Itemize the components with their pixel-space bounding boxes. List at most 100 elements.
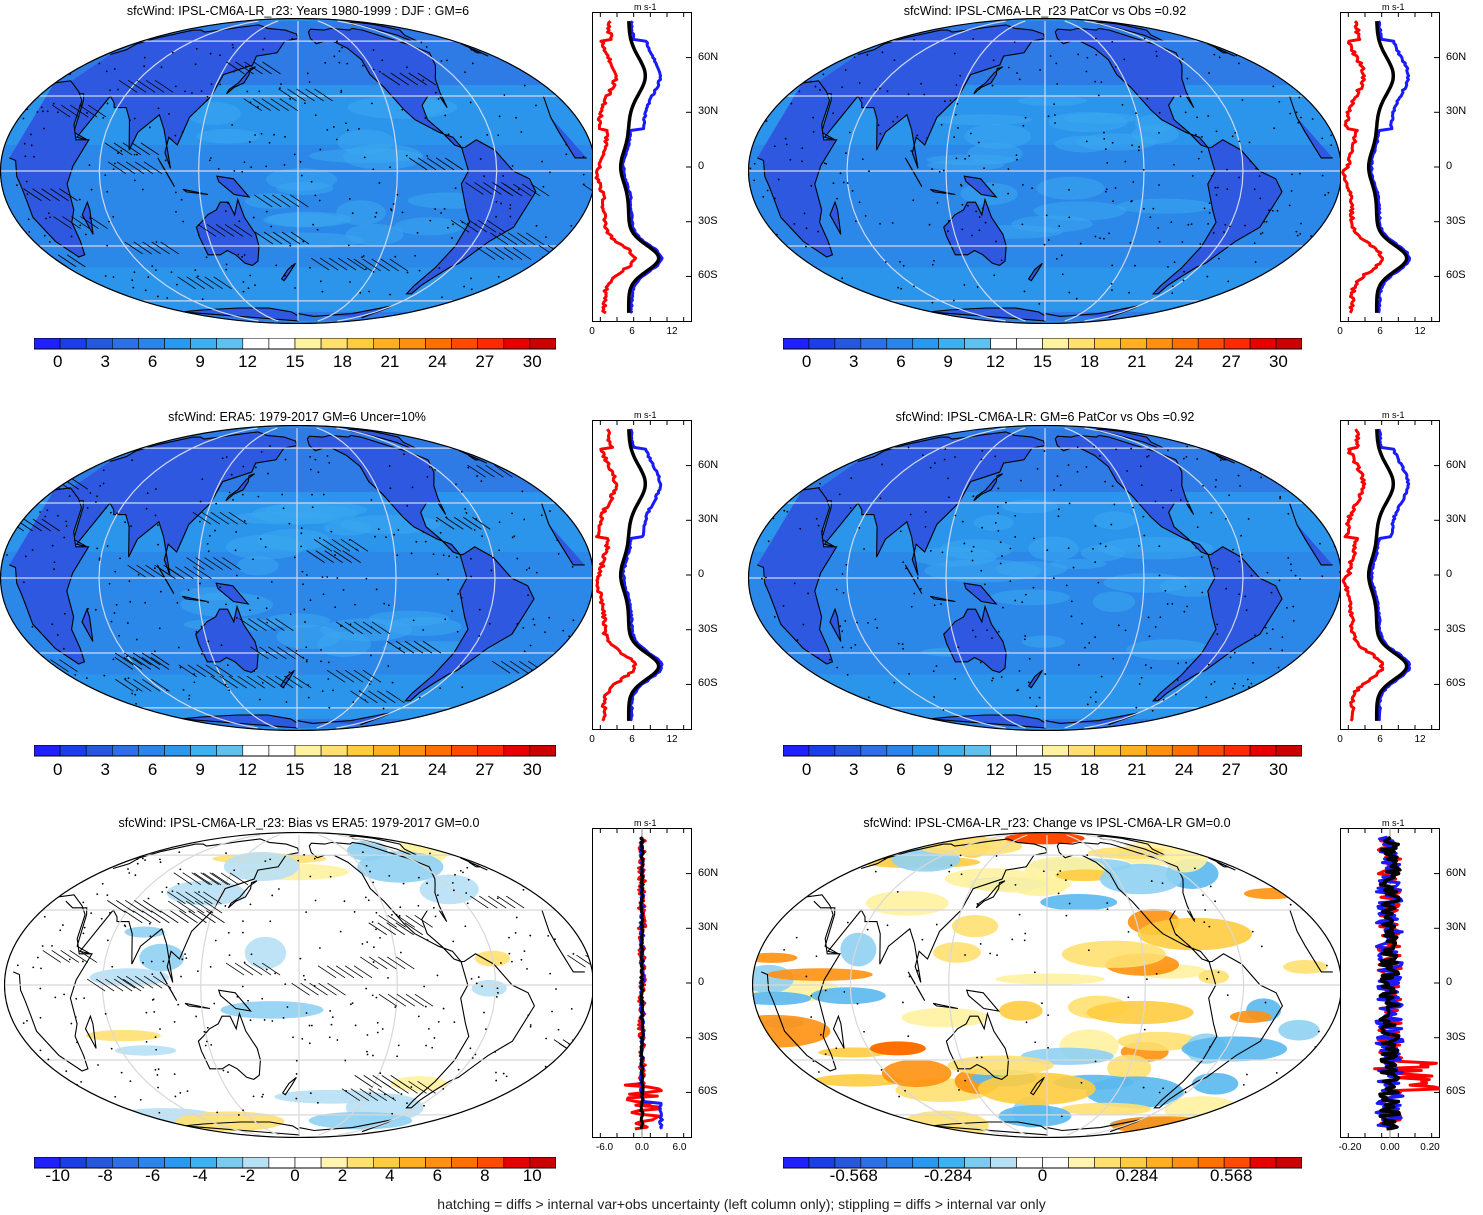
stipple-dot	[442, 554, 445, 557]
stipple-dot	[40, 667, 43, 669]
stipple-dot	[210, 1043, 213, 1046]
stipple-dot	[1053, 103, 1056, 106]
stipple-dot	[1024, 593, 1027, 596]
stipple-dot	[19, 67, 22, 69]
hatch-line	[567, 1043, 587, 1056]
stipple-dot	[1018, 670, 1021, 672]
stipple-dot	[254, 466, 257, 469]
stipple-dot	[935, 665, 938, 667]
hatch-line	[51, 104, 71, 118]
stipple-dot	[1186, 445, 1189, 448]
stipple-dot	[1212, 232, 1215, 234]
stipple-dot	[1097, 94, 1100, 97]
hatch-line	[145, 564, 164, 578]
stipple-dot	[6, 490, 8, 493]
coastline	[81, 607, 94, 642]
stipple-dot	[365, 577, 368, 580]
stipple-dot	[1251, 930, 1254, 933]
stipple-dot	[116, 512, 119, 515]
stipple-dot	[308, 1024, 311, 1027]
stipple-dot	[78, 1091, 81, 1094]
stipple-dot	[897, 286, 900, 289]
stipple-dot	[257, 105, 259, 108]
stipple-dot	[1327, 77, 1330, 80]
hatch-line	[220, 872, 240, 886]
stipple-dot	[336, 577, 339, 579]
stipple-dot	[102, 482, 105, 485]
map-plot	[0, 424, 595, 736]
stipple-dot	[1085, 70, 1088, 73]
hatch-line	[444, 157, 464, 171]
stipple-dot	[1256, 691, 1258, 694]
stipple-dot	[391, 913, 393, 916]
stipple-dot	[448, 555, 451, 558]
hatch-line	[209, 872, 228, 886]
stipple-dot	[156, 295, 159, 298]
meridian	[1064, 427, 1145, 729]
coastline	[1153, 953, 1284, 1109]
stipple-dot	[761, 577, 763, 580]
stipple-dot	[991, 84, 994, 87]
stipple-dot	[800, 706, 803, 709]
stipple-dot	[1164, 589, 1167, 592]
stipple-dot	[976, 286, 979, 288]
hatch-line	[263, 194, 282, 208]
stipple-dot	[1103, 131, 1105, 134]
colorbar-tick-label: 15	[285, 352, 305, 371]
stipple-dot	[899, 530, 902, 533]
stipple-dot	[304, 978, 306, 981]
hatch-line	[197, 224, 217, 237]
colorbar-swatch	[59, 337, 87, 350]
stipple-dot	[1155, 50, 1158, 53]
colorbar-swatch	[425, 744, 452, 757]
stipple-dot	[1326, 671, 1329, 673]
stipple-dot	[994, 455, 997, 458]
colorbar-svg	[782, 337, 1303, 350]
stipple-dot	[284, 135, 286, 138]
lat-tick-label: 60S	[698, 269, 718, 282]
wind-patch	[964, 123, 1032, 149]
stipple-dot	[295, 1073, 298, 1075]
stipple-dot	[108, 582, 111, 585]
stipple-dot	[76, 1041, 78, 1044]
hatch-line	[396, 993, 416, 1007]
stipple-dot	[54, 996, 57, 999]
stipple-dot	[224, 905, 227, 907]
stipple-dot	[1279, 497, 1281, 500]
stipple-dot	[375, 211, 378, 214]
stipple-dot	[505, 51, 508, 54]
stipple-dot	[401, 108, 404, 111]
stipple-dot	[35, 701, 38, 704]
hatch-line	[222, 557, 241, 570]
stipple-dot	[1146, 97, 1149, 100]
stipple-dot	[912, 199, 915, 202]
anomaly-patch	[998, 1105, 1072, 1127]
stipple-dot	[980, 1056, 983, 1059]
map-svg	[3, 831, 595, 1139]
stipple-dot	[406, 271, 409, 274]
colorbar-tick-label: 0	[52, 352, 63, 371]
hatch-line	[50, 659, 69, 672]
stipple-dot	[271, 1020, 274, 1022]
zonal-series-black	[618, 21, 661, 313]
stipple-dot	[269, 858, 272, 861]
stipple-dot	[18, 880, 21, 882]
hatch-line	[252, 98, 271, 112]
stipple-dot	[1158, 1091, 1161, 1094]
hatch-line	[340, 538, 360, 552]
stipple-dot	[302, 583, 304, 586]
hatch-line	[386, 922, 405, 936]
hatch-line	[350, 690, 369, 704]
stipple-dot	[920, 82, 922, 85]
colorbar-tick-label: 3	[100, 352, 110, 371]
stipple-dot	[4, 962, 6, 965]
stipple-dot	[224, 210, 227, 213]
stipple-dot	[82, 901, 85, 904]
stipple-dot	[426, 939, 429, 941]
stipple-dot	[221, 457, 224, 460]
colorbar-swatch	[1145, 744, 1173, 757]
panel-title: sfcWind: ERA5: 1979-2017 GM=6 Uncer=10%	[168, 410, 426, 424]
stipple-dot	[854, 220, 857, 223]
stipple-dot	[929, 466, 932, 469]
stipple-dot	[208, 534, 211, 537]
